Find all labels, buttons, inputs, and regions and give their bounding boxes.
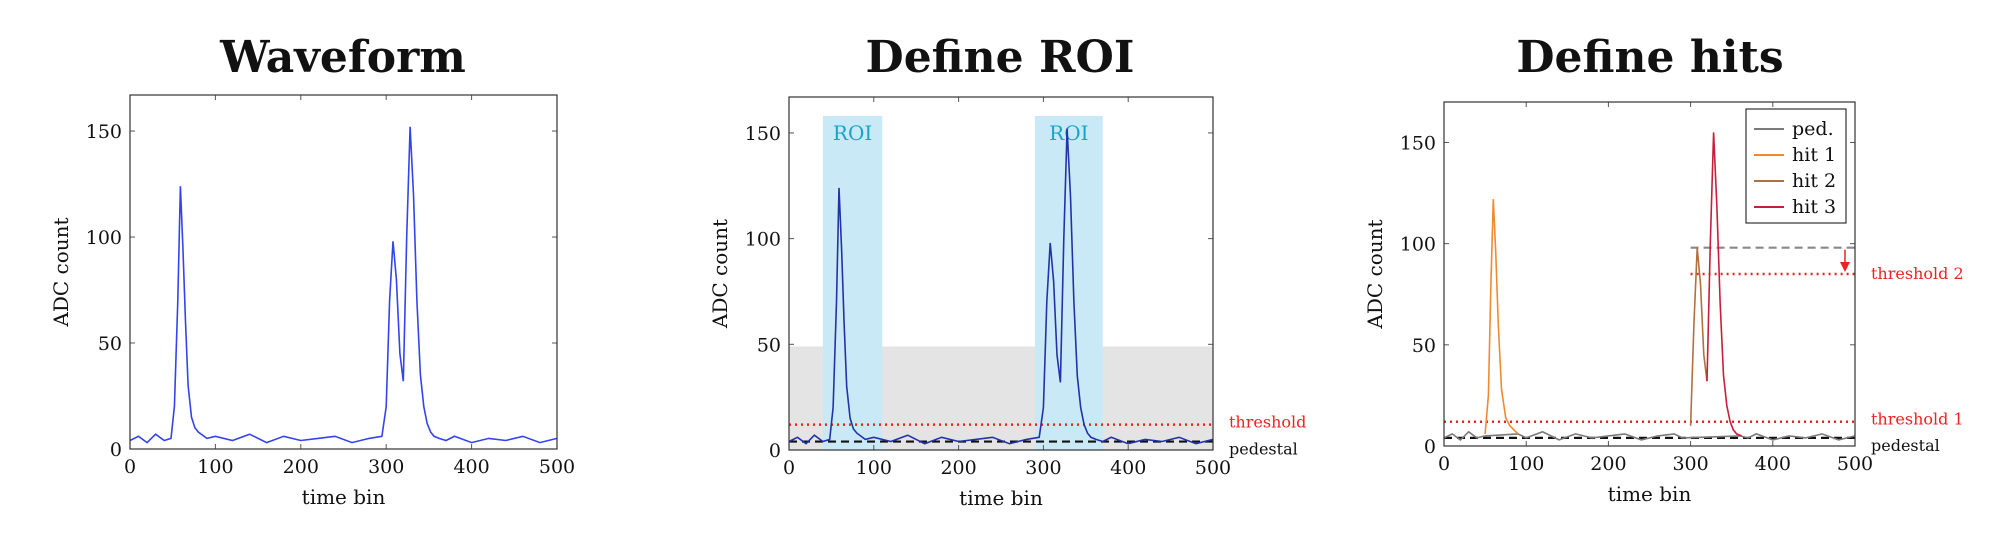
chart2-y-tick-label: 150	[745, 123, 781, 145]
chart3-series-ped-	[1443, 430, 1856, 441]
chart3-x-tick-label: 0	[1438, 453, 1450, 475]
chart1-x-tick-label: 400	[453, 456, 489, 478]
chart3-plot-frame	[1443, 101, 1856, 447]
chart2-roi-label-2: ROI	[1049, 121, 1088, 145]
chart3-y-axis-label: ADC count	[1363, 219, 1387, 329]
chart1-y-tick-label: 50	[98, 333, 122, 355]
chart1-y-axis-label: ADC count	[49, 217, 73, 327]
chart1-title: Waveform	[219, 32, 466, 83]
chart1-plot-frame	[129, 94, 558, 450]
chart1-x-tick-label: 0	[124, 456, 136, 478]
chart2-series-1	[788, 128, 1214, 445]
chart3-annotation-pedestal: pedestal	[1871, 436, 1940, 455]
chart3-title: Define hits	[1516, 32, 1783, 83]
chart2-y-axis-label: ADC count	[708, 219, 732, 329]
chart3-x-tick-label: 500	[1837, 453, 1873, 475]
chart1-y-tick-label: 100	[86, 227, 122, 249]
chart3-annotation-threshold-1: threshold 1	[1871, 410, 1964, 429]
chart1-x-tick-label: 100	[197, 456, 233, 478]
chart1-y-tick-label: 150	[86, 121, 122, 143]
chart3-y-tick-label: 100	[1400, 234, 1436, 256]
chart3-series-hit-3	[1706, 132, 1742, 437]
chart2-x-tick-label: 100	[856, 457, 892, 479]
chart2-x-tick-label: 300	[1025, 457, 1061, 479]
chart2-x-tick-label: 0	[783, 457, 795, 479]
chart3-series-hit-1	[1484, 199, 1519, 435]
chart3-x-tick-label: 300	[1672, 453, 1708, 475]
chart3-annotation-threshold-2: threshold 2	[1871, 264, 1964, 283]
chart3-threshold-arrow-head	[1840, 262, 1850, 272]
chart2-plot-frame	[788, 96, 1214, 451]
chart1-x-tick-label: 300	[368, 456, 404, 478]
chart3-x-tick-label: 100	[1508, 453, 1544, 475]
chart3-x-axis-label: time bin	[1608, 482, 1692, 506]
chart3-y-tick-label: 50	[1412, 335, 1436, 357]
chart2-x-tick-label: 400	[1110, 457, 1146, 479]
chart1-x-tick-label: 200	[283, 456, 319, 478]
chart3-legend-label-4: hit 3	[1792, 196, 1836, 218]
chart1-series-1	[129, 126, 558, 444]
chart2-annotation-threshold: threshold	[1229, 413, 1306, 432]
chart3-legend-label-2: hit 1	[1792, 144, 1836, 166]
chart3-legend-label-1: ped.	[1792, 118, 1834, 140]
chart2-roi-label-1: ROI	[833, 121, 872, 145]
chart2-y-tick-label: 50	[757, 334, 781, 356]
chart3-series-hit-2	[1689, 247, 1708, 426]
chart3-x-tick-label: 200	[1590, 453, 1626, 475]
chart2-x-axis-label: time bin	[959, 486, 1043, 510]
chart2-y-tick-label: 100	[745, 229, 781, 251]
chart3-legend-label-3: hit 2	[1792, 170, 1836, 192]
chart2-annotation-pedestal: pedestal	[1229, 440, 1298, 459]
chart3-y-tick-label: 150	[1400, 132, 1436, 154]
chart1-x-axis-label: time bin	[302, 485, 386, 509]
chart2-x-tick-label: 500	[1195, 457, 1231, 479]
chart3-y-tick-label: 0	[1424, 436, 1436, 458]
chart2-x-tick-label: 200	[940, 457, 976, 479]
chart2-roi-region-1	[822, 116, 883, 450]
chart2-title: Define ROI	[866, 32, 1135, 83]
chart2-y-tick-label: 0	[769, 440, 781, 462]
chart1-x-tick-label: 500	[539, 456, 575, 478]
chart3-x-tick-label: 400	[1755, 453, 1791, 475]
chart1-y-tick-label: 0	[110, 439, 122, 461]
